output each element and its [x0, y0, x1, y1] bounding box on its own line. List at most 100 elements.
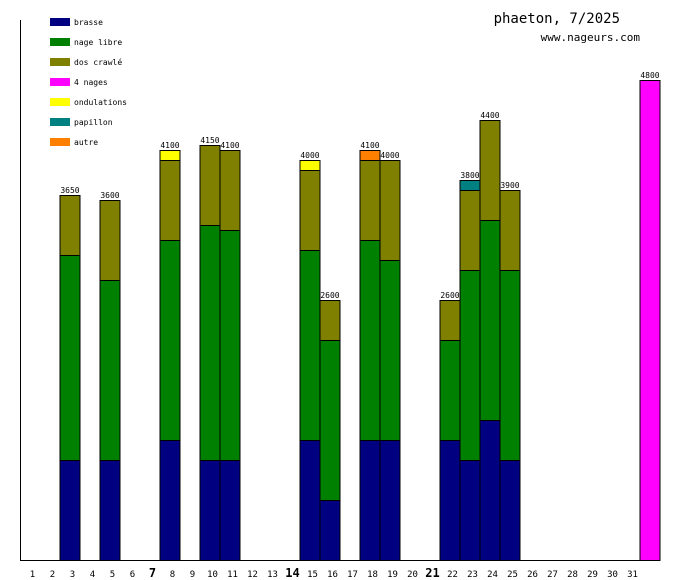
- bar-segment-nage_libre-day-2: [59, 255, 81, 461]
- legend-item-ondulations: ondulations: [50, 98, 127, 107]
- x-tick-labels: 1 2 3 4 5 6 7 8 9 10 11 12 13 14 15 16 17 18 19 20 21 22 23 24 2…: [30, 566, 638, 580]
- x-tick-label-8: 8: [170, 570, 175, 580]
- bar-segment-brasse-day-10: [219, 460, 241, 561]
- legend-swatch-dos_crawle: [50, 58, 70, 66]
- bar-total-label-day-10: 4100: [220, 141, 239, 150]
- bar-day-7: 4100: [159, 141, 181, 561]
- bar-segment-brasse-day-14: [299, 440, 321, 561]
- bar-total-label-day-18: 4000: [380, 151, 399, 160]
- bar-segment-ondulations-day-14: [299, 160, 321, 171]
- bar-segment-brasse-day-15: [319, 500, 341, 561]
- x-tick-label-29: 29: [587, 570, 598, 580]
- bar-segment-nage_libre-day-7: [159, 240, 181, 441]
- bar-day-24: 3900: [499, 181, 521, 561]
- legend-item-dos_crawle: dos crawlé: [50, 57, 122, 67]
- x-tick-label-6: 6: [130, 570, 135, 580]
- bar-segment-nage_libre-day-4: [99, 280, 121, 461]
- bar-segment-brasse-day-17: [359, 440, 381, 561]
- bar-day-18: 4000: [379, 151, 401, 561]
- x-tick-label-4: 4: [90, 570, 95, 580]
- bar-segment-dos_crawle-day-23: [479, 120, 501, 221]
- bars-group: 3650360041004150410040002600410040002600…: [59, 71, 661, 561]
- legend-item-nage_libre: nage libre: [50, 38, 122, 47]
- bar-segment-dos_crawle-day-9: [199, 145, 221, 226]
- bar-day-22: 3800: [459, 171, 481, 561]
- x-tick-label-27: 27: [547, 570, 558, 580]
- bar-segment-dos_crawle-day-17: [359, 160, 381, 241]
- bar-day-9: 4150: [199, 136, 221, 561]
- bar-segment-dos_crawle-day-2: [59, 195, 81, 256]
- bar-segment-dos_crawle-day-24: [499, 190, 521, 271]
- x-tick-label-25: 25: [507, 570, 518, 580]
- legend-swatch-brasse: [50, 18, 70, 26]
- x-tick-label-15: 15: [307, 570, 318, 580]
- legend-label-brasse: brasse: [74, 18, 103, 27]
- bar-segment-nage_libre-day-23: [479, 220, 501, 421]
- x-tick-label-28: 28: [567, 570, 578, 580]
- bar-segment-brasse-day-22: [459, 460, 481, 561]
- x-tick-label-21: 21: [425, 566, 439, 580]
- bar-segment-dos_crawle-day-7: [159, 160, 181, 241]
- bar-segment-dos_crawle-day-18: [379, 160, 401, 261]
- bar-segment-quatre_nages-day-31: [639, 80, 661, 561]
- legend-swatch-quatre_nages: [50, 78, 70, 86]
- x-tick-label-24: 24: [487, 570, 498, 580]
- x-tick-label-22: 22: [447, 570, 458, 580]
- bar-segment-autre-day-17: [359, 150, 381, 161]
- bar-segment-ondulations-day-7: [159, 150, 181, 161]
- bar-day-10: 4100: [219, 141, 241, 561]
- bar-segment-nage_libre-day-17: [359, 240, 381, 441]
- x-tick-label-30: 30: [607, 570, 618, 580]
- bar-segment-nage_libre-day-15: [319, 340, 341, 501]
- legend-swatch-nage_libre: [50, 38, 70, 46]
- bar-total-label-day-17: 4100: [360, 141, 379, 150]
- bar-segment-dos_crawle-day-21: [439, 300, 461, 341]
- bar-segment-dos_crawle-day-10: [219, 150, 241, 231]
- x-tick-label-13: 13: [267, 570, 278, 580]
- x-tick-label-18: 18: [367, 570, 378, 580]
- bar-segment-brasse-day-4: [99, 460, 121, 561]
- legend-label-ondulations: ondulations: [74, 98, 127, 107]
- bar-day-2: 3650: [59, 186, 81, 561]
- legend-label-papillon: papillon: [74, 118, 113, 127]
- x-tick-label-7: 7: [149, 566, 156, 580]
- bar-day-31: 4800: [639, 71, 661, 561]
- x-tick-label-31: 31: [627, 570, 638, 580]
- bar-segment-brasse-day-9: [199, 460, 221, 561]
- legend-label-nage_libre: nage libre: [74, 38, 122, 47]
- bar-segment-dos_crawle-day-14: [299, 170, 321, 251]
- bar-segment-papillon-day-22: [459, 180, 481, 191]
- bar-segment-dos_crawle-day-15: [319, 300, 341, 341]
- bar-total-label-day-15: 2600: [320, 291, 339, 300]
- bar-day-14: 4000: [299, 151, 321, 561]
- x-tick-label-9: 9: [190, 570, 195, 580]
- bar-segment-dos_crawle-day-22: [459, 190, 481, 271]
- bar-day-21: 2600: [439, 291, 461, 561]
- bar-segment-brasse-day-2: [59, 460, 81, 561]
- legend-swatch-papillon: [50, 118, 70, 126]
- bar-total-label-day-7: 4100: [160, 141, 179, 150]
- x-tick-label-17: 17: [347, 570, 358, 580]
- x-tick-label-12: 12: [247, 570, 258, 580]
- bar-segment-brasse-day-21: [439, 440, 461, 561]
- x-tick-label-5: 5: [110, 570, 115, 580]
- x-tick-label-14: 14: [285, 566, 299, 580]
- bar-total-label-day-21: 2600: [440, 291, 459, 300]
- bar-segment-nage_libre-day-22: [459, 270, 481, 461]
- bar-total-label-day-14: 4000: [300, 151, 319, 160]
- bar-total-label-day-22: 3800: [460, 171, 479, 180]
- bar-total-label-day-23: 4400: [480, 111, 499, 120]
- x-tick-label-23: 23: [467, 570, 478, 580]
- bar-segment-brasse-day-18: [379, 440, 401, 561]
- chart-subtitle: www.nageurs.com: [541, 31, 641, 44]
- bar-segment-nage_libre-day-21: [439, 340, 461, 441]
- legend-label-quatre_nages: 4 nages: [74, 78, 108, 87]
- legend-swatch-ondulations: [50, 98, 70, 106]
- bar-total-label-day-2: 3650: [60, 186, 79, 195]
- bar-total-label-day-4: 3600: [100, 191, 119, 200]
- bar-total-label-day-9: 4150: [200, 136, 219, 145]
- x-tick-label-10: 10: [207, 570, 218, 580]
- bar-segment-nage_libre-day-10: [219, 230, 241, 461]
- legend-item-autre: autre: [50, 138, 98, 147]
